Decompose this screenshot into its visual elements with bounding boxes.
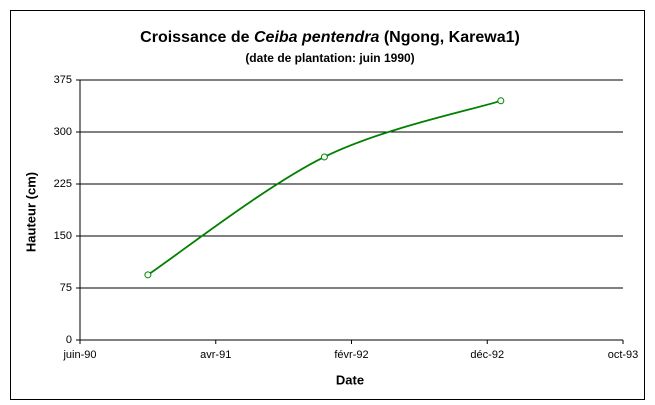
title-part: (Ngong, Karewa1) — [384, 29, 520, 46]
y-tick-label: 150 — [54, 230, 72, 242]
point — [320, 153, 328, 161]
chart-title: Croissance de Ceiba pentendra (Ngong, Ka… — [140, 29, 520, 46]
x-tick-label: déc-92 — [470, 349, 504, 361]
y-tick-label: 375 — [54, 74, 72, 86]
x-tick-label: juin-90 — [62, 349, 96, 361]
title-part: Ceiba pentendra — [254, 29, 379, 46]
chart-subtitle: (date de plantation: juin 1990) — [245, 51, 414, 65]
point — [497, 97, 505, 105]
point — [144, 271, 152, 279]
y-tick-label: 225 — [54, 178, 72, 190]
y-tick-label: 0 — [66, 334, 72, 346]
x-tick-label: févr-92 — [334, 349, 368, 361]
x-tick-label: oct-93 — [608, 349, 639, 361]
chart-frame — [10, 10, 645, 400]
x-tick-label: avr-91 — [200, 349, 231, 361]
x-axis-title: Date — [336, 372, 364, 387]
y-tick-label: 300 — [54, 126, 72, 138]
y-tick-label: 75 — [60, 282, 72, 294]
y-axis-title: Hauteur (cm) — [23, 172, 38, 252]
title-part: Croissance de — [140, 29, 249, 46]
